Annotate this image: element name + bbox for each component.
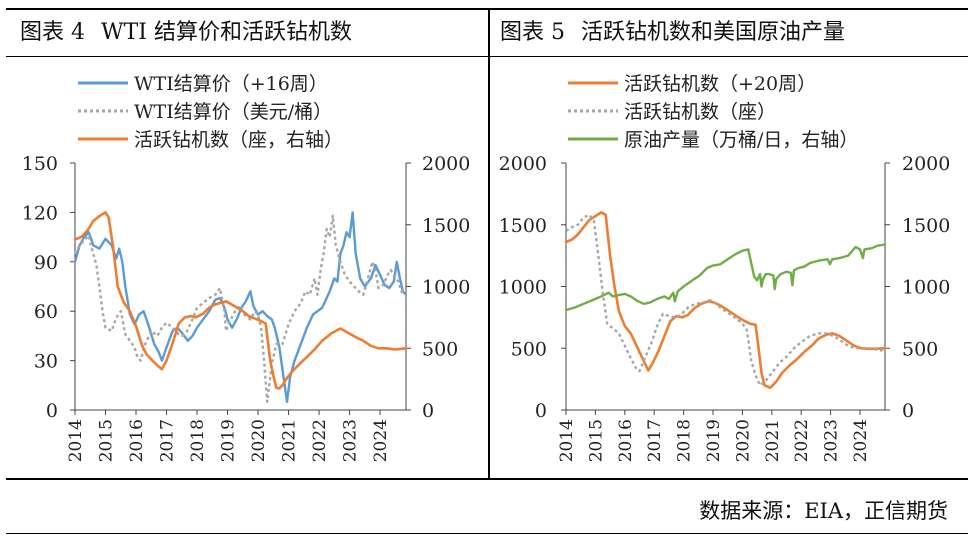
- chart2-xtick-label: 2015: [586, 419, 606, 462]
- chart1-ytick-right-label: 2000: [422, 153, 470, 175]
- chart1-ytick-left-label: 90: [34, 252, 58, 274]
- chart1-xtick-label: 2021: [280, 419, 300, 462]
- chart2-xtick-label: 2016: [616, 419, 636, 462]
- chart2-xtick-label: 2019: [704, 419, 724, 462]
- chart1-xtick-label: 2018: [188, 419, 208, 462]
- chart1-legend-label-2: WTI结算价（美元/桶）: [134, 101, 332, 123]
- chart1-ytick-right-label: 0: [422, 400, 434, 422]
- chart2-xtick-label: 2017: [645, 419, 665, 462]
- chart1-xtick-label: 2020: [249, 419, 269, 462]
- chart2-xtick-label: 2022: [792, 419, 812, 462]
- chart2-title-text: 活跃钻机数和美国原油产量: [581, 20, 846, 45]
- chart1-ytick-right-label: 1000: [422, 277, 470, 299]
- chart2-legend-label-1: 活跃钻机数（+20周）: [624, 73, 816, 95]
- chart2-xtick-label: 2023: [822, 419, 842, 462]
- chart2-xtick-label: 2021: [763, 419, 783, 462]
- chart1-ytick-right-label: 1500: [422, 215, 470, 237]
- header-rule: [6, 56, 968, 57]
- chart2-xtick-label: 2024: [851, 419, 871, 462]
- chart1-series-line-2: [73, 214, 407, 403]
- chart2-ytick-left-label: 2000: [499, 153, 547, 175]
- chart2-ytick-left-label: 0: [535, 400, 547, 422]
- chart2-ytick-right-label: 1500: [902, 215, 950, 237]
- chart2-ytick-right-label: 1000: [902, 277, 950, 299]
- chart1-xtick-label: 2019: [219, 419, 239, 462]
- chart1-ytick-left-label: 30: [34, 351, 58, 373]
- chart2-ytick-left-label: 1500: [499, 215, 547, 237]
- bottom-rule: [6, 478, 968, 480]
- chart1-legend-label-3: 活跃钻机数（座，右轴）: [134, 129, 343, 151]
- chart2-series-line-1: [564, 211, 887, 390]
- chart1-xtick-label: 2022: [310, 419, 330, 462]
- chart2-title: 图表 5 活跃钻机数和美国原油产量: [500, 14, 845, 46]
- chart1-series-line-3: [73, 211, 408, 390]
- chart2-ytick-left-label: 500: [511, 338, 547, 360]
- chart1-xtick-label: 2024: [371, 419, 391, 462]
- chart2-figure-number: 图表 5: [500, 20, 565, 45]
- chart2-legend-label-2: 活跃钻机数（座）: [624, 101, 776, 123]
- chart2-series-line-3: [564, 243, 887, 312]
- chart1-title-text: WTI 结算价和活跃钻机数: [101, 20, 352, 45]
- chart1-ytick-right-label: 500: [422, 338, 458, 360]
- chart1-ytick-left-label: 0: [46, 400, 58, 422]
- chart1-ytick-left-label: 120: [22, 202, 58, 224]
- chart2-legend-label-3: 原油产量（万桶/日，右轴）: [624, 129, 858, 151]
- chart1-figure-number: 图表 4: [20, 20, 85, 45]
- chart2-ytick-left-label: 1000: [499, 277, 547, 299]
- chart1-title: 图表 4 WTI 结算价和活跃钻机数: [20, 14, 352, 46]
- chart1-ytick-left-label: 150: [22, 153, 58, 175]
- chart2-series-line-2: [565, 213, 886, 387]
- footer-rule: [6, 533, 968, 534]
- chart2-xtick-label: 2018: [675, 419, 695, 462]
- chart2-ytick-right-label: 0: [902, 400, 914, 422]
- chart1-xtick-label: 2014: [66, 419, 86, 462]
- chart1-legend-label-1: WTI结算价（+16周）: [134, 73, 328, 95]
- chart1-ytick-left-label: 60: [34, 301, 58, 323]
- chart1-xtick-label: 2017: [158, 419, 178, 462]
- panel-divider: [488, 8, 490, 478]
- top-rule: [6, 8, 968, 10]
- chart2-ytick-right-label: 2000: [902, 153, 950, 175]
- chart1-xtick-label: 2016: [127, 419, 147, 462]
- chart2-ytick-right-label: 500: [902, 338, 938, 360]
- chart1-xtick-label: 2015: [97, 419, 117, 462]
- chart2-xtick-label: 2014: [557, 419, 577, 462]
- data-source-note: 数据来源：EIA，正信期货: [699, 499, 948, 523]
- chart1-xtick-label: 2023: [341, 419, 361, 462]
- chart2-xtick-label: 2020: [733, 419, 753, 462]
